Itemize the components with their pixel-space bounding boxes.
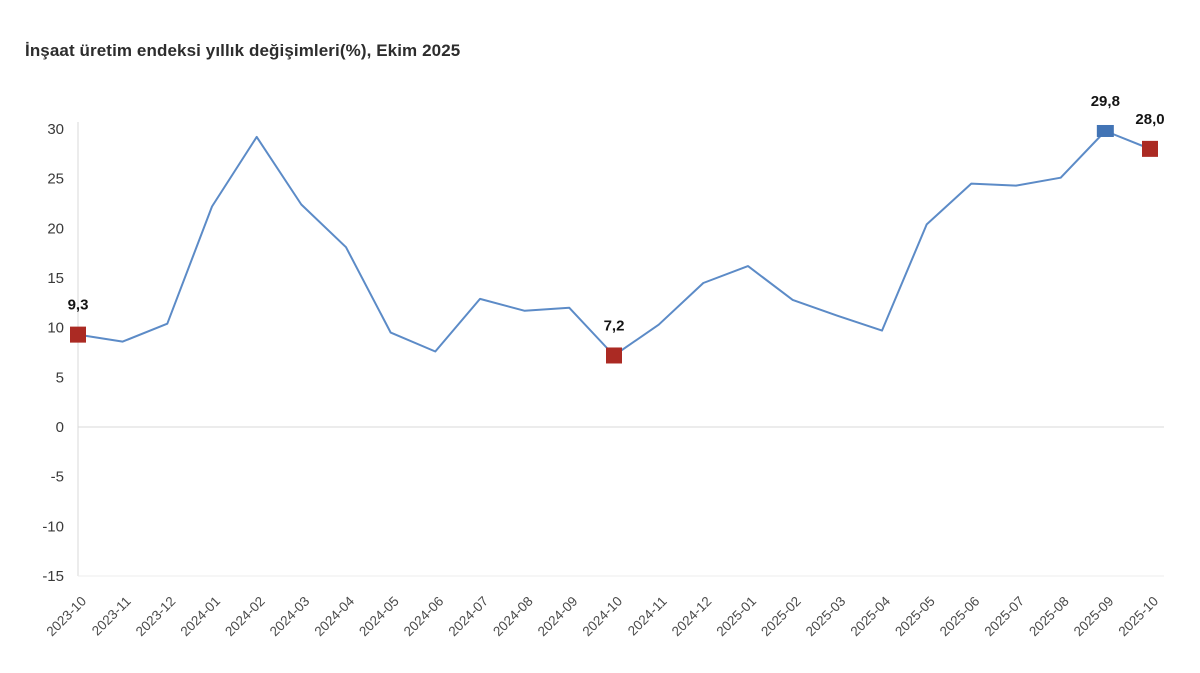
y-axis-tick-label: 30 — [47, 121, 64, 138]
data-point-marker[interactable] — [1142, 140, 1158, 157]
y-axis-tick-label: -15 — [42, 568, 64, 585]
data-point-label: 9,3 — [68, 297, 89, 314]
x-axis-label: 2025-01 — [713, 594, 759, 640]
x-axis-label: 2024-03 — [267, 594, 313, 640]
x-axis-label: 2025-10 — [1115, 594, 1161, 640]
x-axis-label: 2023-10 — [43, 594, 89, 640]
x-axis-label: 2024-09 — [535, 594, 581, 640]
x-axis-label: 2024-01 — [177, 594, 223, 640]
chart-title: İnşaat üretim endeksi yıllık değişimleri… — [25, 41, 461, 60]
y-axis-tick-label: 25 — [47, 171, 64, 188]
y-axis-tick-label: 5 — [56, 369, 64, 386]
x-axis-label: 2025-07 — [981, 594, 1027, 640]
x-axis-label: 2024-08 — [490, 594, 536, 640]
x-axis-label: 2024-04 — [311, 593, 357, 639]
data-point-label: 7,2 — [604, 317, 625, 334]
y-axis-tick-label: 15 — [47, 270, 64, 287]
x-axis-label: 2025-08 — [1026, 594, 1072, 640]
x-axis-label: 2023-11 — [89, 594, 134, 639]
data-point-marker[interactable] — [1096, 124, 1114, 137]
x-axis-label: 2024-06 — [401, 594, 447, 640]
y-axis-tick-label: 20 — [47, 220, 64, 237]
y-axis-tick-label: -5 — [51, 469, 64, 486]
x-axis-label: 2025-04 — [847, 593, 893, 639]
data-point-label: 29,8 — [1091, 93, 1120, 110]
y-axis-tick-label: -10 — [42, 518, 64, 535]
data-point-label: 28,0 — [1135, 111, 1164, 128]
x-axis-label: 2024-05 — [356, 594, 402, 640]
x-axis-label: 2024-12 — [669, 594, 715, 640]
y-axis-tick-label: 10 — [47, 320, 64, 337]
x-axis-label: 2024-02 — [222, 594, 268, 640]
x-axis-label: 2025-03 — [803, 594, 849, 640]
x-axis-label: 2023-12 — [133, 594, 179, 640]
x-axis-label: 2025-06 — [937, 594, 983, 640]
x-axis-label: 2025-09 — [1071, 594, 1117, 640]
y-axis-tick-label: 0 — [56, 419, 64, 436]
data-point-marker[interactable] — [606, 347, 622, 364]
x-axis-label: 2024-11 — [625, 594, 670, 639]
x-axis-label: 2025-05 — [892, 594, 938, 640]
x-axis-label: 2025-02 — [758, 594, 804, 640]
x-axis-label: 2024-07 — [445, 594, 491, 640]
data-point-marker[interactable] — [70, 326, 86, 343]
x-axis-label: 2024-10 — [579, 594, 625, 640]
